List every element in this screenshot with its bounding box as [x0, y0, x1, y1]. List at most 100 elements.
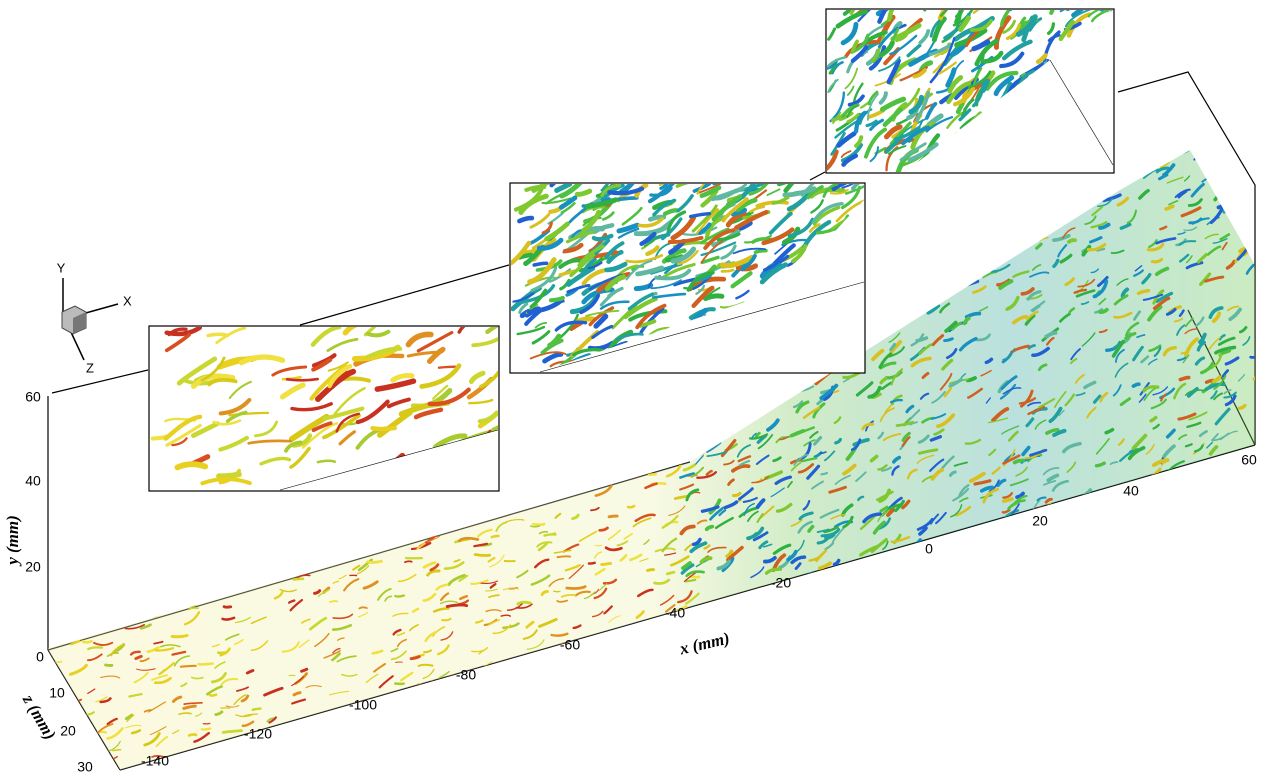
vortex-streak	[214, 661, 226, 669]
vortex-streak	[1186, 387, 1199, 398]
vortex-streak	[1177, 231, 1186, 235]
vortex-streak	[163, 544, 175, 549]
vortex-streak	[1062, 214, 1069, 223]
vortex-streak	[500, 693, 523, 700]
vortex-streak	[1162, 444, 1176, 458]
vortex-streak	[1184, 317, 1194, 328]
vortex-streak	[786, 192, 811, 212]
vortex-streak	[1214, 407, 1231, 426]
vortex-streak	[609, 633, 624, 646]
vortex-streak	[809, 430, 819, 439]
vortex-streak	[1073, 288, 1088, 294]
vortex-streak	[480, 580, 498, 584]
vortex-streak	[768, 374, 783, 387]
vortex-streak	[82, 739, 95, 752]
vortex-streak	[895, 278, 905, 291]
vortex-streak	[844, 67, 859, 90]
vortex-streak	[933, 428, 945, 436]
vortex-streak	[720, 439, 737, 458]
vortex-streak	[554, 512, 562, 519]
vortex-streak	[889, 342, 897, 352]
vortex-streak	[313, 589, 322, 595]
vortex-streak	[349, 748, 357, 754]
vortex-streak	[1071, 512, 1080, 518]
vortex-streak	[356, 565, 370, 575]
vortex-streak	[882, 432, 902, 442]
vortex-streak	[985, 195, 1003, 204]
vortex-streak	[931, 334, 945, 347]
vortex-streak	[782, 186, 817, 198]
vortex-streak	[867, 93, 879, 121]
vortex-streak	[946, 81, 972, 105]
vortex-streak	[775, 145, 793, 149]
vortex-streak	[691, 204, 718, 233]
vortex-streak	[625, 712, 648, 718]
vortex-streak	[985, 70, 1019, 91]
vortex-streak	[326, 722, 348, 733]
vortex-streak	[879, 407, 895, 422]
vortex-streak	[1044, 331, 1058, 339]
vortex-streak	[648, 326, 670, 336]
vortex-streak	[432, 749, 449, 760]
vortex-streak	[672, 700, 686, 708]
vortex-streak	[1221, 349, 1232, 355]
vortex-streak	[871, 348, 885, 362]
vortex-streak	[859, 515, 876, 530]
vortex-streak	[529, 288, 548, 309]
vortex-streak	[695, 162, 707, 172]
inset-background	[510, 183, 865, 373]
vortex-streak	[66, 612, 79, 623]
vortex-streak	[706, 451, 727, 457]
vortex-streak	[193, 536, 210, 540]
vortex-streak	[130, 729, 142, 735]
vortex-streak	[1084, 528, 1101, 542]
vortex-streak	[590, 506, 600, 512]
vortex-streak	[403, 720, 418, 724]
vortex-streak	[170, 491, 187, 502]
vortex-streak	[868, 221, 883, 238]
vortex-streak	[1042, 201, 1052, 209]
vortex-streak	[185, 497, 199, 510]
vortex-streak	[684, 578, 697, 583]
vortex-streak	[882, 107, 903, 127]
vortex-streak	[1173, 317, 1184, 323]
vortex-streak	[482, 764, 492, 770]
vortex-streak	[802, 141, 815, 146]
vortex-streak	[749, 205, 766, 213]
vortex-streak	[437, 365, 457, 369]
vortex-streak	[827, 27, 837, 41]
vortex-streak	[63, 507, 84, 515]
vortex-streak	[842, 10, 862, 16]
vortex-streak	[566, 283, 591, 294]
vortex-streak	[216, 471, 242, 480]
vortex-streak	[1156, 140, 1163, 142]
vortex-streak	[1098, 490, 1107, 495]
vortex-streak	[358, 737, 379, 741]
vortex-streak	[952, 10, 974, 27]
vortex-streak	[823, 525, 839, 534]
vortex-streak	[1125, 321, 1140, 337]
vortex-streak	[1139, 553, 1145, 560]
vortex-streak	[918, 448, 939, 455]
vortex-streak	[741, 383, 757, 395]
vortex-streak	[593, 313, 609, 329]
vortex-streak	[916, 454, 935, 464]
vortex-streak	[957, 186, 968, 197]
vortex-streak	[514, 683, 522, 688]
z-tick-label: 30	[77, 759, 93, 775]
vortex-streak	[685, 488, 700, 502]
vortex-streak	[1024, 314, 1036, 326]
vortex-streak	[1048, 406, 1063, 424]
vortex-streak	[996, 478, 1007, 488]
vortex-streak	[394, 594, 406, 598]
vortex-streak	[992, 224, 1010, 241]
vortex-streak	[485, 588, 498, 592]
vortex-streak	[763, 543, 773, 548]
vortex-streak	[759, 262, 788, 285]
vortex-streak	[1259, 359, 1270, 371]
wall-line	[1049, 59, 1114, 166]
vortex-streak	[877, 10, 895, 24]
vortex-streak	[875, 10, 897, 17]
vortex-streak	[426, 569, 441, 577]
vortex-streak	[716, 232, 741, 242]
